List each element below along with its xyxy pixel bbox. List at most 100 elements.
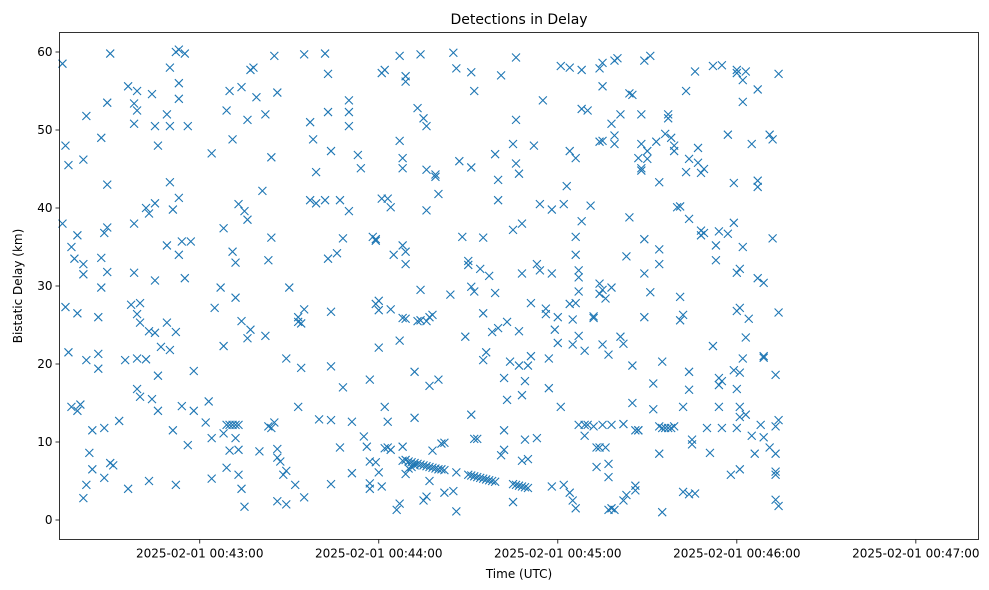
data-point [150,198,160,208]
data-point [234,199,243,209]
data-point [440,488,449,498]
data-point [389,250,399,260]
data-point [422,492,431,501]
data-point [586,201,595,211]
data-point [735,402,745,412]
data-point [416,285,425,295]
data-point [520,376,530,386]
data-points [58,45,783,517]
data-point [598,81,607,91]
data-point [607,503,616,513]
data-point [70,254,79,264]
data-point [469,287,479,296]
data-point [556,402,566,412]
data-point [744,314,754,324]
data-point [311,167,321,177]
data-point [738,354,748,363]
data-point [517,219,527,228]
data-point [592,443,601,452]
data-point [395,51,405,61]
data-point [410,413,419,423]
data-point [714,227,724,236]
data-point [574,287,584,296]
data-point [386,202,396,212]
data-point [344,206,354,216]
data-point [150,121,160,131]
data-point [508,497,518,507]
data-point [99,473,109,483]
data-point [448,48,458,58]
data-point [269,418,279,427]
data-point [320,49,330,58]
data-point [171,327,181,337]
data-point [398,153,408,163]
data-point [338,234,348,243]
x-tick-label: 2025-02-01 00:47:00 [852,547,979,561]
data-point [753,85,763,94]
data-point [768,134,778,144]
data-point [234,445,243,455]
data-point [374,343,384,353]
data-point [613,53,622,63]
data-point [165,63,175,72]
data-point [335,195,345,205]
data-point [741,67,751,76]
data-point [535,266,545,275]
data-point [272,444,282,454]
data-point [395,136,405,146]
data-point [81,111,91,121]
data-point [571,298,581,308]
data-point [168,205,178,214]
data-point [547,205,557,214]
x-axis-ticks: 2025-02-01 00:43:00 2025-02-01 00:44:00 20… [136,539,980,561]
data-point [413,459,422,469]
data-point [496,71,506,80]
data-point [678,402,688,412]
data-point [234,420,243,430]
data-point [636,139,646,149]
data-point [669,422,679,431]
data-point [258,186,267,196]
data-point [180,273,190,283]
data-point [87,464,97,474]
data-point [428,310,437,320]
data-point [541,309,551,319]
data-point [129,119,139,129]
data-point [440,438,449,448]
data-point [741,410,751,420]
data-point [663,113,673,123]
data-point [189,406,199,416]
data-point [759,432,769,442]
data-point [171,480,181,490]
data-point [440,465,449,475]
data-point [431,172,440,182]
data-point [272,453,282,462]
data-point [454,156,464,166]
data-point [228,134,237,144]
data-point [201,418,211,427]
data-point [237,316,246,326]
data-point [490,149,500,159]
data-point [216,283,226,292]
data-point [231,258,240,267]
data-point [711,241,721,250]
data-point [514,326,524,336]
data-point [511,115,521,125]
data-point [144,326,154,336]
data-point [299,492,309,502]
data-point [326,479,336,489]
data-point [222,463,231,473]
data-point [622,490,631,500]
data-point [231,293,240,303]
data-point [610,505,619,515]
data-point [108,461,118,470]
data-point [398,163,408,173]
data-point [702,423,712,433]
data-point [404,464,413,473]
data-point [738,97,748,107]
data-point [428,446,437,455]
y-tick-label: 10 [37,435,52,449]
data-point [508,225,518,235]
data-point [296,319,306,328]
data-point [243,215,252,225]
